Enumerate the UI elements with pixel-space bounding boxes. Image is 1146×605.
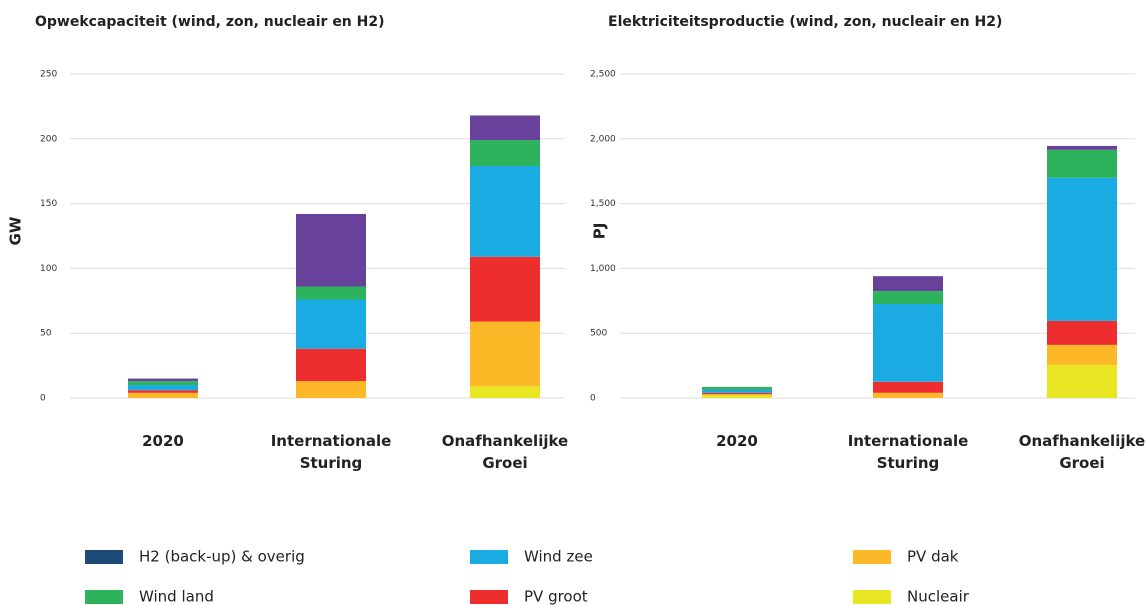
x-tick-label: 2020 <box>142 432 184 450</box>
legend-label: Nucleair <box>907 588 970 605</box>
y-tick-label: 250 <box>40 70 57 80</box>
bar-segment <box>1047 364 1117 398</box>
y-tick-label: 0 <box>40 394 46 404</box>
legend-label: Wind land <box>139 588 214 605</box>
bar-segment <box>1047 145 1117 150</box>
y-tick-label: 100 <box>40 264 57 274</box>
bar-segment <box>702 389 772 393</box>
bar-segment <box>470 386 540 398</box>
bar-segment <box>873 276 943 292</box>
bar-segment <box>296 299 366 349</box>
y-tick-label: 2,500 <box>590 70 616 80</box>
legend-swatch <box>470 590 508 604</box>
bar-segment <box>296 381 366 398</box>
bar-segment <box>470 166 540 257</box>
bar-segment <box>470 256 540 322</box>
x-tick-label: 2020 <box>716 432 758 450</box>
bar-segment <box>702 395 772 398</box>
bar-segment <box>128 392 198 398</box>
x-tick-label: Internationale Sturing <box>847 432 969 472</box>
bar-segment <box>128 381 198 386</box>
legend-label: H2 (back-up) & overig <box>139 548 305 566</box>
bar-segment <box>873 381 943 393</box>
bar-segment <box>873 291 943 305</box>
bar-segment <box>296 213 366 287</box>
chart-title: Opwekcapaciteit (wind, zon, nucleair en … <box>35 14 385 30</box>
y-tick-label: 2,000 <box>590 134 616 144</box>
bar-segment <box>1047 149 1117 178</box>
legend-label: PV groot <box>524 588 588 605</box>
bar-segment <box>470 115 540 141</box>
y-axis-label: PJ <box>591 223 609 240</box>
bar-segment <box>702 386 772 390</box>
y-tick-label: 200 <box>40 134 57 144</box>
bar-segment <box>873 304 943 382</box>
legend-swatch <box>85 550 123 564</box>
y-tick-label: 50 <box>40 329 52 339</box>
y-axis-label: GW <box>7 216 25 245</box>
legend-label: PV dak <box>907 548 959 566</box>
legend-label: Wind zee <box>524 548 593 566</box>
x-tick-label: Onafhankelijke Groei <box>441 432 569 472</box>
y-tick-label: 0 <box>590 394 596 404</box>
bar-segment <box>1047 320 1117 345</box>
bar-segment <box>1047 344 1117 365</box>
bar-segment <box>1047 177 1117 321</box>
bar-segment <box>470 140 540 167</box>
bar-segment <box>128 378 198 382</box>
bar-segment <box>470 321 540 387</box>
bar-segment <box>702 394 772 396</box>
bar-segment <box>873 392 943 398</box>
bar-segment <box>128 390 198 393</box>
legend-swatch <box>470 550 508 564</box>
y-tick-label: 150 <box>40 199 57 209</box>
y-tick-label: 1,500 <box>590 199 616 209</box>
bar-segment <box>296 286 366 300</box>
x-tick-label: Internationale Sturing <box>270 432 392 472</box>
legend-swatch <box>853 590 891 604</box>
legend-swatch <box>853 550 891 564</box>
chart-title: Elektriciteitsproductie (wind, zon, nucl… <box>608 14 1002 30</box>
y-tick-label: 1,000 <box>590 264 616 274</box>
bar-segment <box>128 385 198 391</box>
y-tick-label: 500 <box>590 329 607 339</box>
legend-swatch <box>85 590 123 604</box>
bar-segment <box>296 348 366 382</box>
x-tick-label: Onafhankelijke Groei <box>1018 432 1146 472</box>
bar-segment <box>702 392 772 395</box>
